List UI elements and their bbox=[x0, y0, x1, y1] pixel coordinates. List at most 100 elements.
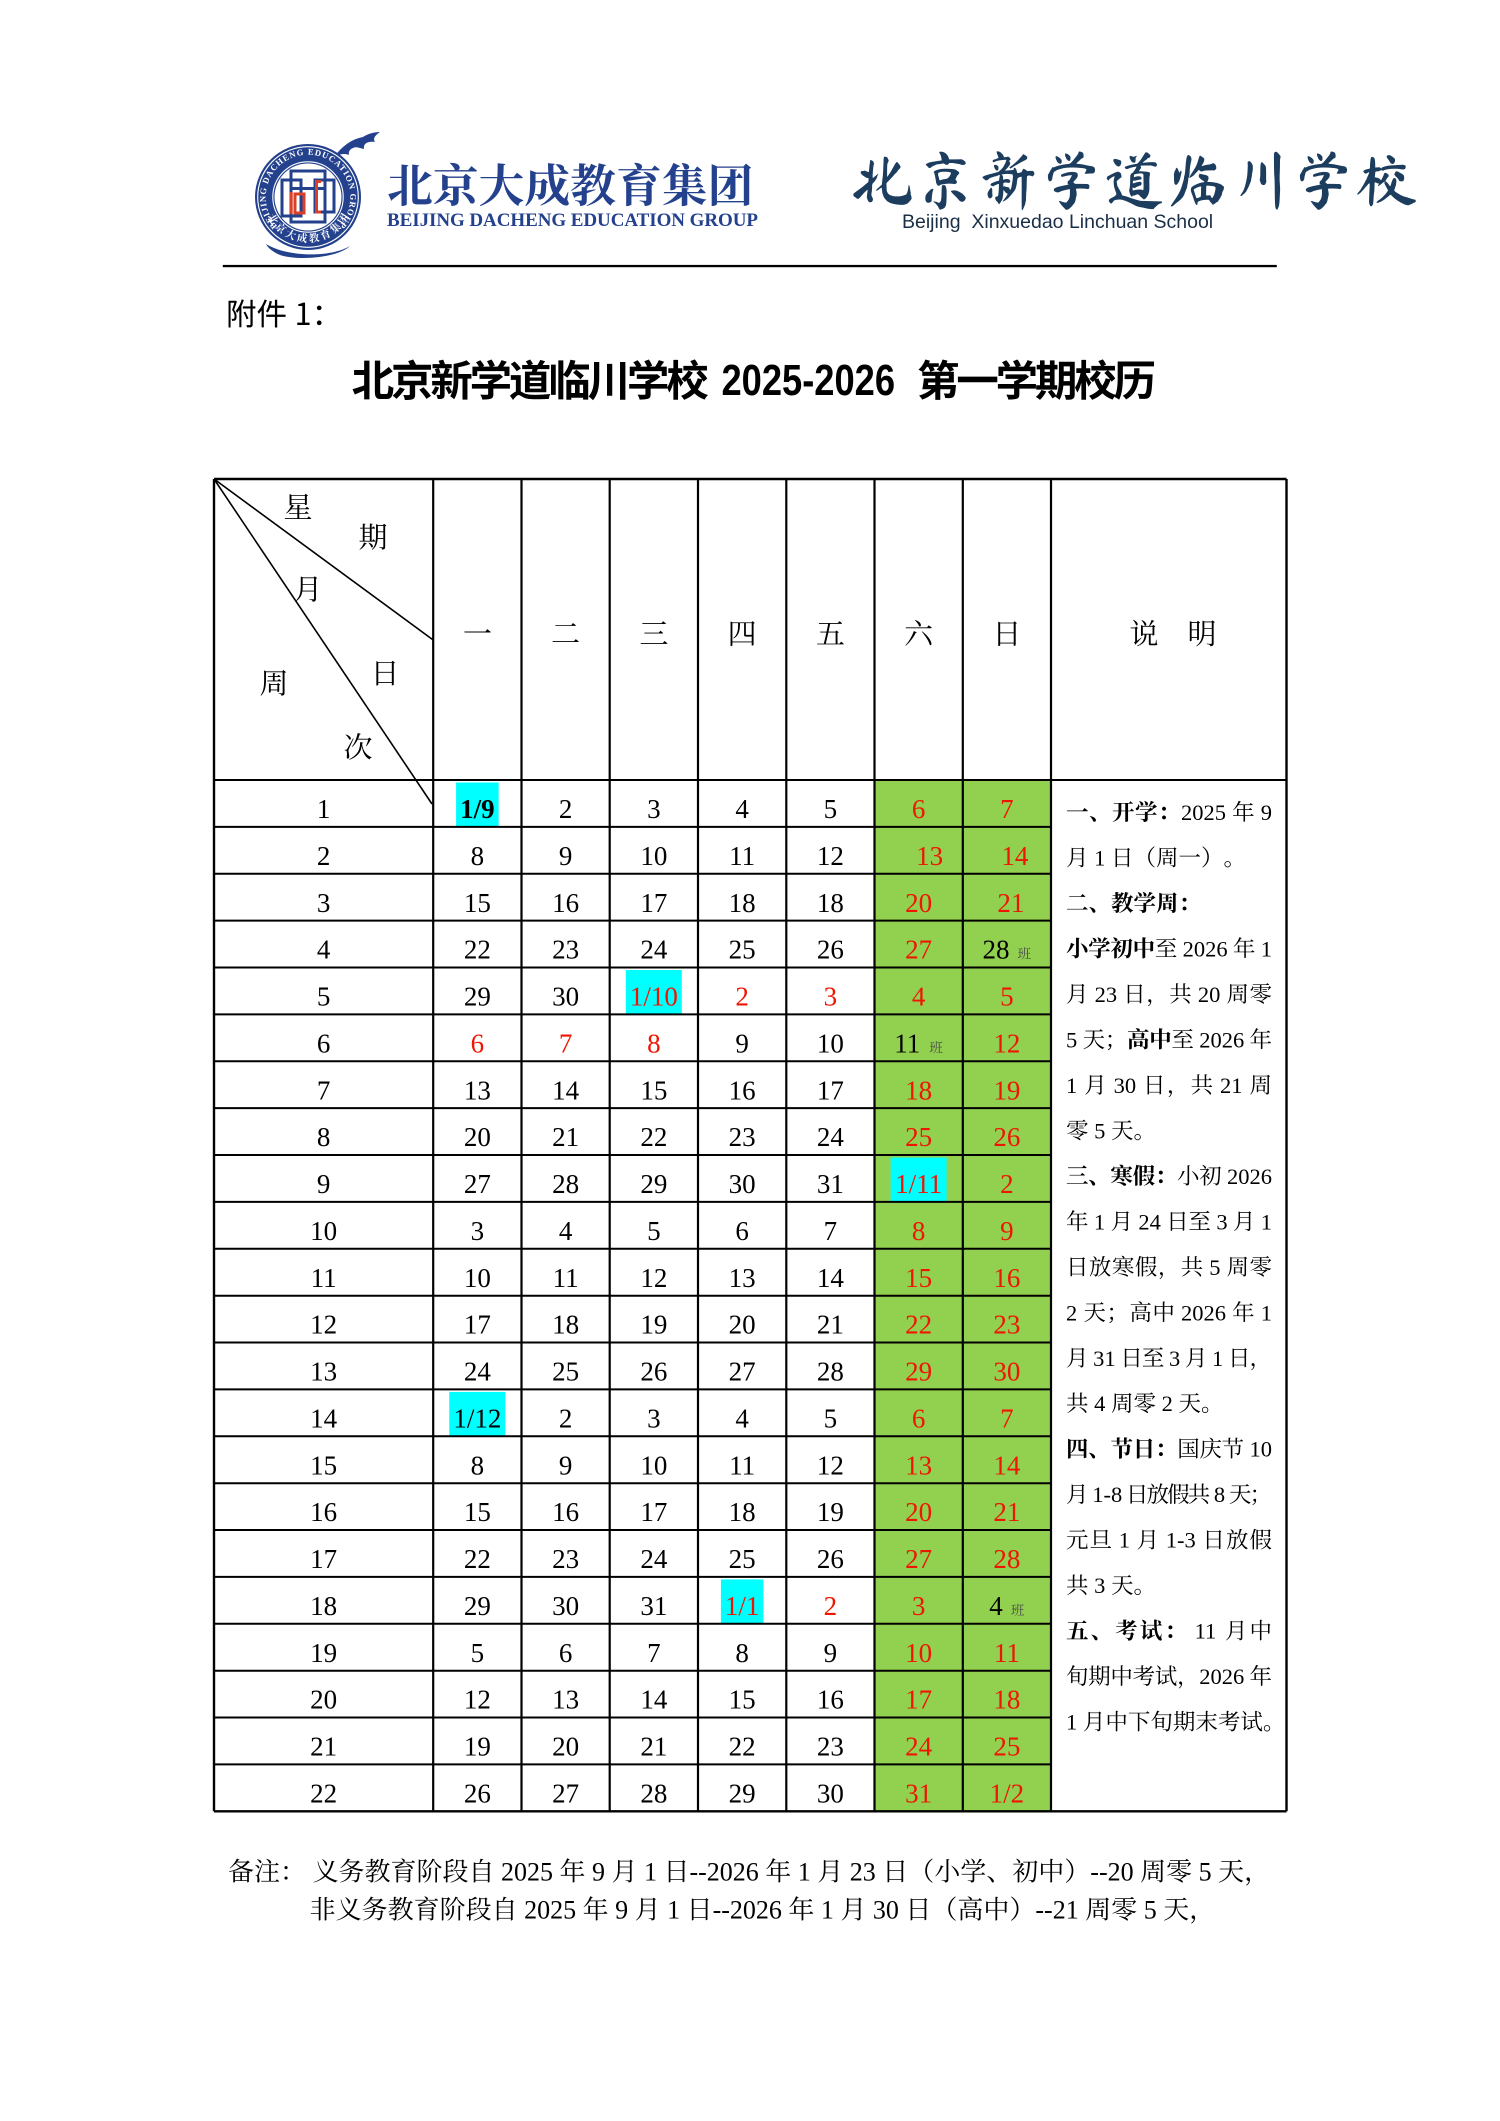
svg-text:20: 20 bbox=[905, 888, 932, 918]
svg-text:14: 14 bbox=[993, 1450, 1021, 1480]
svg-text:3: 3 bbox=[647, 1403, 661, 1433]
svg-text:29: 29 bbox=[640, 1169, 667, 1199]
svg-text:19: 19 bbox=[464, 1732, 491, 1762]
svg-text:30: 30 bbox=[552, 982, 579, 1012]
svg-text:2: 2 bbox=[559, 1403, 573, 1433]
svg-text:27: 27 bbox=[464, 1169, 491, 1199]
svg-text:8: 8 bbox=[647, 1028, 661, 1058]
svg-text:22: 22 bbox=[464, 1544, 491, 1574]
svg-text:25: 25 bbox=[993, 1732, 1020, 1762]
svg-text:23: 23 bbox=[993, 1310, 1020, 1340]
svg-text:--: -- bbox=[1090, 1858, 1107, 1887]
svg-text:9: 9 bbox=[559, 841, 573, 871]
svg-text:2026: 2026 bbox=[707, 1858, 766, 1887]
svg-text:24: 24 bbox=[464, 1357, 492, 1387]
svg-text:5: 5 bbox=[1137, 1896, 1163, 1925]
svg-text:18: 18 bbox=[729, 888, 756, 918]
svg-text:24: 24 bbox=[817, 1122, 845, 1152]
svg-text:22: 22 bbox=[310, 1778, 337, 1808]
svg-text:21: 21 bbox=[1214, 1073, 1248, 1098]
svg-text:10: 10 bbox=[310, 1216, 337, 1246]
svg-text:2: 2 bbox=[1156, 1391, 1179, 1416]
svg-text:18: 18 bbox=[905, 1075, 932, 1105]
svg-text:6: 6 bbox=[317, 1028, 331, 1058]
svg-text:28: 28 bbox=[983, 935, 1010, 965]
svg-text:4: 4 bbox=[735, 1403, 749, 1433]
svg-text:27: 27 bbox=[552, 1778, 579, 1808]
svg-text:11: 11 bbox=[994, 1638, 1020, 1668]
svg-text:5: 5 bbox=[1089, 1118, 1112, 1143]
svg-text:13: 13 bbox=[916, 841, 943, 871]
svg-text:12: 12 bbox=[817, 1450, 844, 1480]
svg-text:10: 10 bbox=[817, 1028, 844, 1058]
svg-text:16: 16 bbox=[729, 1075, 756, 1105]
svg-text:19: 19 bbox=[993, 1075, 1020, 1105]
svg-text:29: 29 bbox=[464, 1591, 491, 1621]
svg-text:2: 2 bbox=[1000, 1169, 1014, 1199]
svg-text:20: 20 bbox=[1192, 982, 1226, 1007]
svg-text:19: 19 bbox=[817, 1497, 844, 1527]
svg-text:14: 14 bbox=[1001, 841, 1029, 871]
svg-text:29: 29 bbox=[905, 1357, 932, 1387]
svg-text:6: 6 bbox=[559, 1638, 573, 1668]
svg-text:--: -- bbox=[690, 1858, 707, 1887]
svg-text:7: 7 bbox=[317, 1075, 331, 1105]
svg-text:3: 3 bbox=[471, 1216, 485, 1246]
svg-text:12: 12 bbox=[640, 1263, 667, 1293]
svg-text:6: 6 bbox=[912, 794, 926, 824]
svg-text:1-3: 1-3 bbox=[1160, 1528, 1201, 1553]
svg-text:7: 7 bbox=[1000, 794, 1014, 824]
svg-text:9: 9 bbox=[609, 1896, 635, 1925]
svg-text:21: 21 bbox=[552, 1122, 579, 1152]
svg-text:1: 1 bbox=[638, 1858, 664, 1887]
svg-text:26: 26 bbox=[640, 1357, 667, 1387]
svg-text:15: 15 bbox=[464, 888, 491, 918]
svg-text:9: 9 bbox=[586, 1858, 612, 1887]
svg-text:1: 1 bbox=[1206, 1346, 1229, 1371]
svg-text:2026: 2026 bbox=[1177, 936, 1233, 961]
svg-text:Beijing Xinxuedao Linchuan Sc: Beijing Xinxuedao Linchuan School bbox=[902, 211, 1213, 233]
svg-text:5: 5 bbox=[317, 982, 331, 1012]
svg-text:2: 2 bbox=[824, 1591, 838, 1621]
svg-text:25: 25 bbox=[729, 1544, 756, 1574]
svg-text:21: 21 bbox=[997, 888, 1024, 918]
svg-text:1/2: 1/2 bbox=[990, 1778, 1025, 1808]
svg-text:12: 12 bbox=[993, 1028, 1020, 1058]
svg-text:8: 8 bbox=[471, 841, 485, 871]
svg-text:17: 17 bbox=[310, 1544, 337, 1574]
svg-text:19: 19 bbox=[640, 1310, 667, 1340]
svg-text:30: 30 bbox=[817, 1778, 844, 1808]
svg-text:22: 22 bbox=[464, 935, 491, 965]
svg-text:1: 1 bbox=[1089, 846, 1112, 871]
svg-text:30: 30 bbox=[552, 1591, 579, 1621]
svg-text:9: 9 bbox=[735, 1028, 749, 1058]
svg-text:1: 1 bbox=[1066, 1073, 1083, 1098]
svg-text:16: 16 bbox=[817, 1685, 844, 1715]
svg-text:15: 15 bbox=[464, 1497, 491, 1527]
svg-text:2026: 2026 bbox=[1175, 1300, 1231, 1325]
svg-text:8: 8 bbox=[1208, 1482, 1231, 1507]
svg-text:10: 10 bbox=[905, 1638, 932, 1668]
svg-text:1-8: 1-8 bbox=[1087, 1482, 1128, 1507]
svg-text:27: 27 bbox=[905, 935, 932, 965]
svg-text:30: 30 bbox=[729, 1169, 756, 1199]
svg-text:1/11: 1/11 bbox=[895, 1169, 942, 1199]
svg-text:9: 9 bbox=[317, 1169, 331, 1199]
svg-text:15: 15 bbox=[640, 1075, 667, 1105]
svg-text:7: 7 bbox=[559, 1028, 573, 1058]
svg-text:1: 1 bbox=[1088, 1209, 1111, 1234]
svg-text:23: 23 bbox=[817, 1732, 844, 1762]
svg-text:5: 5 bbox=[1066, 1027, 1083, 1052]
svg-text:2025: 2025 bbox=[518, 1896, 583, 1925]
svg-text:2026: 2026 bbox=[1194, 1027, 1250, 1052]
svg-text:31: 31 bbox=[1088, 1346, 1122, 1371]
svg-text:20: 20 bbox=[729, 1310, 756, 1340]
svg-text:13: 13 bbox=[310, 1357, 337, 1387]
svg-text:31: 31 bbox=[905, 1778, 932, 1808]
svg-text:18: 18 bbox=[729, 1497, 756, 1527]
svg-text:16: 16 bbox=[552, 1497, 579, 1527]
svg-text:24: 24 bbox=[640, 1544, 668, 1574]
svg-text:1: 1 bbox=[1255, 936, 1272, 961]
svg-text:27: 27 bbox=[905, 1544, 932, 1574]
svg-text:9: 9 bbox=[824, 1638, 838, 1668]
